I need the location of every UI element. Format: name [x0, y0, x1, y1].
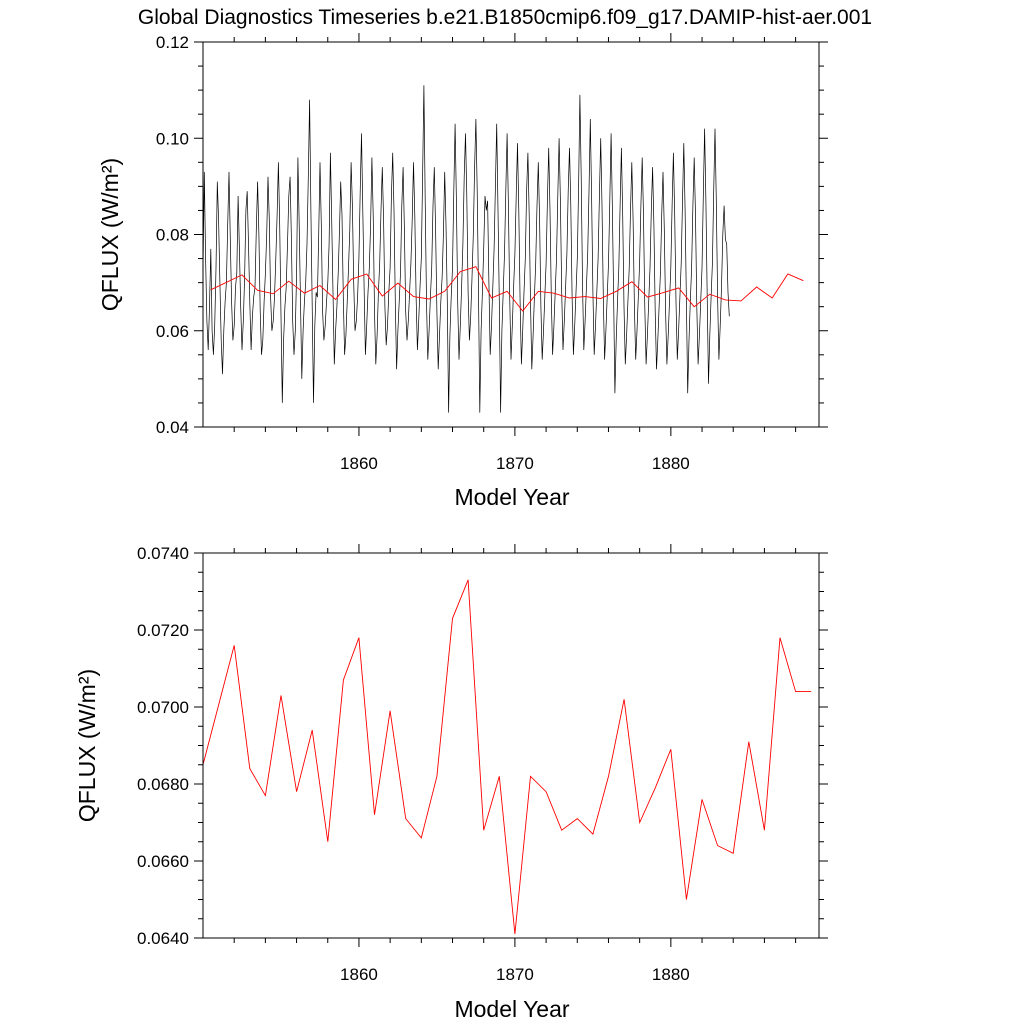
y-tick-label: 0.12 — [156, 33, 189, 52]
chart-panel-1: 0.04 0.06 0.08 0.10 0.12 1860 1870 1880 Model Ye… — [97, 33, 828, 510]
y-tick-label: 0.04 — [156, 418, 189, 437]
x-tick-label: 1860 — [340, 454, 378, 473]
chart-panels: 0.04 0.06 0.08 0.10 0.12 1860 1870 1880 Model Ye… — [74, 33, 828, 1022]
x-tick-label: 1880 — [652, 454, 690, 473]
y-tick-label: 0.10 — [156, 129, 189, 148]
x-tick-label: 1880 — [652, 965, 690, 984]
monthly-series-line — [203, 85, 730, 413]
y-tick-label: 0.0700 — [137, 698, 189, 717]
annual-series-line — [203, 579, 812, 935]
x-tick-label: 1860 — [340, 965, 378, 984]
y-tick-label: 0.0740 — [137, 544, 189, 563]
chart-panel-2: 0.0640 0.0660 0.0680 0.0700 0.0720 0.0740 1860… — [74, 544, 828, 1022]
y-tick-label: 0.0660 — [137, 852, 189, 871]
plot-frame — [202, 41, 820, 428]
y-axis-title: QFLUX (W/m²) — [97, 158, 123, 311]
y-tick-label: 0.06 — [156, 322, 189, 341]
y-axis-title: QFLUX (W/m²) — [74, 669, 100, 822]
y-tick-label: 0.0640 — [137, 929, 189, 948]
annual-series-line — [210, 266, 804, 312]
x-tick-label: 1870 — [496, 454, 534, 473]
x-axis-title: Model Year — [454, 484, 569, 510]
y-tick-label: 0.0680 — [137, 775, 189, 794]
chart-title: Global Diagnostics Timeseries b.e21.B185… — [138, 6, 872, 29]
y-tick-label: 0.0720 — [137, 621, 189, 640]
x-tick-label: 1870 — [496, 965, 534, 984]
y-tick-label: 0.08 — [156, 226, 189, 245]
plot-frame — [202, 552, 820, 939]
x-axis-title: Model Year — [454, 996, 569, 1022]
